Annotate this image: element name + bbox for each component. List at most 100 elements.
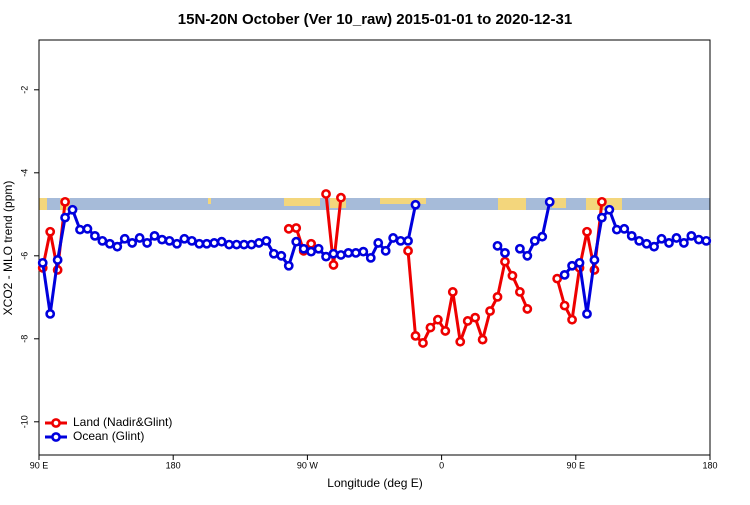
data-point (611, 224, 622, 235)
data-point (589, 255, 600, 265)
data-point (298, 243, 309, 254)
legend-swatch (51, 432, 61, 442)
data-point (455, 336, 466, 347)
data-point (582, 226, 592, 237)
y-tick-label: -10 (19, 415, 29, 428)
series-line (41, 204, 417, 315)
data-point (172, 238, 182, 249)
data-point (134, 233, 145, 243)
data-point (283, 223, 294, 234)
data-point (604, 204, 615, 215)
data-point (388, 233, 399, 243)
y-tick-label: -2 (19, 86, 29, 94)
data-point (336, 250, 346, 260)
data-point (97, 235, 108, 246)
plot-frame (38, 39, 711, 456)
data-point (358, 246, 369, 257)
data-point (686, 230, 697, 241)
legend-swatch (51, 418, 61, 428)
data-point (82, 223, 93, 234)
y-tick-label: -8 (19, 335, 29, 343)
data-point (380, 245, 391, 256)
data-point (470, 312, 481, 323)
x-tick-label: 0 (439, 460, 444, 470)
data-point (582, 308, 592, 319)
data-point (462, 316, 473, 326)
data-point (641, 238, 652, 249)
data-point (306, 238, 317, 249)
data-point (119, 233, 130, 244)
data-point (328, 260, 339, 270)
data-point (492, 291, 503, 302)
data-point (425, 322, 436, 333)
data-point (75, 224, 85, 235)
data-point (268, 248, 279, 259)
data-point (350, 247, 361, 258)
data-point (544, 196, 555, 207)
data-point (142, 238, 153, 248)
data-point (432, 314, 443, 325)
chart-title: 15N-20N October (Ver 10_raw) 2015-01-01 … (178, 11, 572, 28)
data-point (112, 241, 123, 252)
data-point (291, 236, 302, 247)
y-tick-label: -6 (19, 252, 29, 260)
data-point (514, 287, 525, 297)
data-point (671, 233, 682, 243)
data-point (328, 248, 339, 259)
data-point (209, 238, 220, 248)
data-point (164, 235, 175, 246)
data-point (656, 233, 667, 244)
data-point (514, 243, 525, 254)
data-point (239, 239, 249, 250)
data-point (373, 238, 384, 248)
data-point (693, 234, 704, 245)
data-point (224, 239, 235, 250)
data-point (216, 236, 227, 247)
data-point (104, 238, 115, 249)
data-point (552, 273, 563, 284)
data-point (701, 235, 712, 246)
data-point (246, 239, 257, 250)
data-point (127, 238, 138, 248)
data-point (410, 330, 421, 341)
data-point (60, 196, 70, 207)
data-point (395, 235, 406, 246)
data-point (60, 212, 70, 223)
data-point (485, 306, 495, 316)
data-point (559, 269, 570, 280)
data-point (403, 235, 413, 246)
series-line (563, 206, 707, 315)
data-point (522, 250, 533, 261)
x-axis-label: Longitude (deg E) (327, 476, 422, 490)
x-tick-label: 180 (166, 460, 181, 470)
data-point (664, 238, 674, 248)
data-point (596, 196, 607, 207)
data-point (283, 260, 294, 271)
data-point (254, 238, 264, 248)
data-point (45, 308, 56, 319)
data-point (567, 260, 577, 271)
data-point (649, 241, 659, 252)
data-point (67, 204, 78, 215)
data-point (567, 314, 577, 325)
data-point (410, 199, 421, 210)
data-point (179, 233, 190, 244)
data-point (477, 334, 488, 345)
data-point (500, 247, 510, 258)
data-point (492, 240, 503, 251)
data-point (52, 255, 63, 265)
data-point (619, 223, 630, 234)
data-point (201, 238, 212, 249)
data-point (90, 230, 100, 241)
data-point (276, 250, 287, 261)
data-point (336, 192, 346, 203)
data-point (313, 243, 324, 254)
data-point (321, 251, 331, 262)
data-point (343, 247, 354, 258)
data-point (447, 287, 458, 297)
data-point (37, 257, 48, 268)
data-point (574, 257, 585, 268)
data-point (679, 238, 689, 248)
data-point (261, 235, 272, 246)
data-point (291, 223, 302, 233)
